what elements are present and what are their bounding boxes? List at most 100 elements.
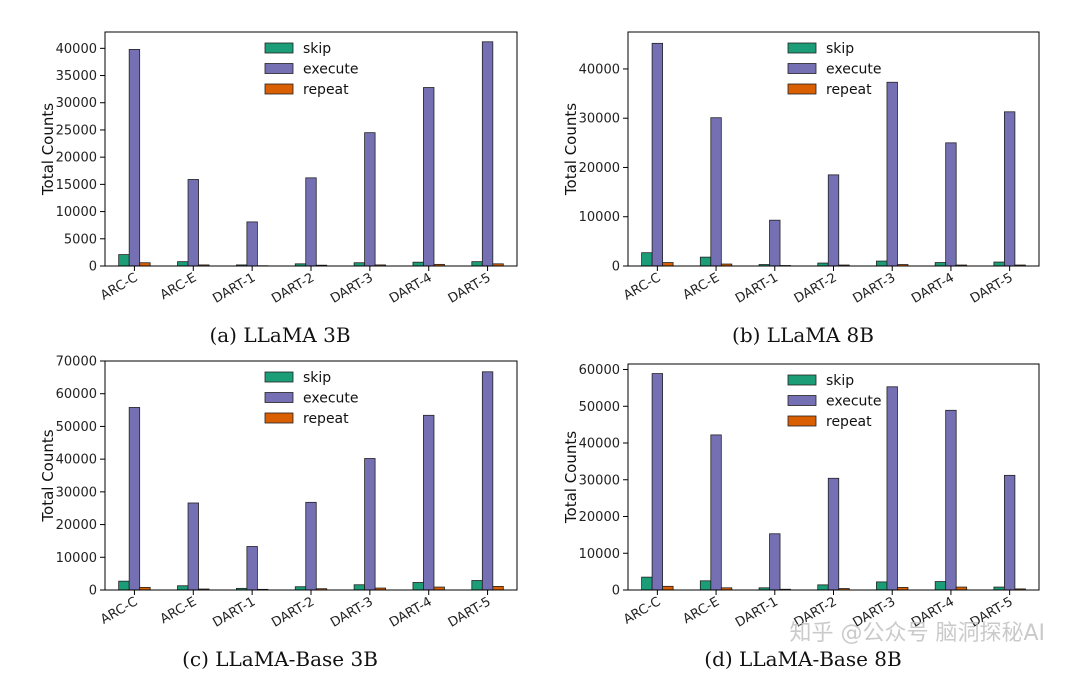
bar-execute-arc-e	[187, 502, 199, 591]
bar-skip-dart-5	[993, 261, 1005, 267]
bar-execute-dart-2	[827, 477, 840, 591]
legend-label-execute: execute	[826, 62, 882, 78]
y-tick-label: 30000	[579, 112, 620, 127]
watermark-text: 知乎 @公众号 脑洞探秘AI	[789, 621, 1045, 646]
x-tick-label: DART-1	[210, 594, 258, 630]
legend-label-repeat: repeat	[303, 82, 349, 98]
y-tick-label: 10000	[579, 210, 620, 225]
legend-label-execute: execute	[303, 62, 359, 78]
x-tick-label: DART-5	[446, 594, 494, 630]
bar-execute-dart-1	[246, 546, 258, 591]
legend-swatch-skip	[787, 42, 817, 54]
legend-swatch-repeat	[787, 415, 817, 427]
legend-swatch-skip	[264, 42, 294, 54]
x-tick-label: ARC-E	[158, 270, 200, 303]
bar-skip-dart-3	[876, 581, 888, 591]
x-tick-label: DART-4	[909, 270, 957, 306]
bar-execute-dart-5	[1003, 474, 1016, 591]
x-tick-label: DART-4	[387, 594, 435, 630]
legend-swatch-execute	[787, 63, 817, 74]
y-tick-label: 35000	[56, 69, 97, 84]
bar-skip-dart-4	[412, 582, 424, 591]
bar-execute-dart-3	[886, 386, 898, 591]
y-axis-label: Total Counts	[39, 429, 57, 522]
y-tick-label: 0	[612, 260, 620, 275]
y-tick-label: 20000	[56, 518, 97, 533]
y-tick-label: 20000	[56, 151, 97, 166]
x-tick-label: DART-5	[446, 270, 494, 306]
y-tick-label: 0	[612, 584, 620, 599]
legend-label-execute: execute	[826, 394, 882, 410]
x-tick-label: ARC-C	[98, 270, 140, 303]
panel-caption: (a) LLaMA 3B	[209, 323, 350, 347]
bar-execute-dart-4	[423, 87, 435, 267]
bar-skip-dart-4	[412, 261, 424, 267]
y-tick-label: 60000	[56, 387, 97, 402]
y-tick-label: 25000	[56, 123, 97, 138]
bar-execute-dart-3	[364, 132, 376, 267]
bar-execute-arc-c	[128, 49, 141, 267]
y-axis-label: Total Counts	[562, 103, 580, 196]
y-axis-label: Total Counts	[562, 431, 580, 524]
bar-skip-arc-c	[641, 576, 653, 591]
y-tick-label: 5000	[64, 232, 97, 247]
bar-execute-dart-3	[886, 81, 898, 267]
x-tick-label: ARC-C	[98, 594, 140, 627]
bar-execute-arc-c	[651, 373, 664, 591]
bar-skip-dart-3	[876, 260, 888, 267]
bar-execute-arc-c	[128, 407, 141, 591]
x-tick-label: ARC-E	[681, 270, 723, 303]
bar-skip-arc-e	[699, 580, 712, 591]
legend-swatch-execute	[264, 392, 294, 403]
x-tick-label: DART-2	[269, 594, 317, 630]
y-tick-label: 40000	[56, 453, 97, 468]
bar-skip-dart-5	[471, 580, 483, 591]
legend-swatch-repeat	[264, 412, 294, 424]
y-tick-label: 40000	[579, 437, 620, 452]
bar-execute-arc-e	[187, 179, 199, 267]
y-tick-label: 30000	[56, 485, 97, 500]
legend-swatch-repeat	[787, 83, 817, 95]
bar-execute-dart-2	[305, 501, 317, 591]
y-tick-label: 30000	[579, 473, 620, 488]
y-tick-label: 10000	[56, 551, 97, 566]
x-tick-label: ARC-C	[621, 594, 663, 627]
x-tick-label: DART-3	[328, 594, 376, 630]
panel-caption: (c) LLaMA-Base 3B	[182, 647, 378, 671]
x-tick-label: ARC-E	[158, 594, 200, 627]
y-tick-label: 60000	[579, 363, 620, 378]
y-tick-label: 10000	[579, 547, 620, 562]
bar-execute-dart-1	[769, 533, 781, 591]
bar-execute-dart-4	[423, 414, 435, 591]
legend-label-skip: skip	[303, 370, 331, 386]
bar-skip-arc-c	[118, 254, 130, 267]
legend-label-repeat: repeat	[826, 82, 872, 98]
panel-caption: (d) LLaMA-Base 8B	[704, 647, 901, 671]
y-tick-label: 0	[89, 584, 97, 599]
y-tick-label: 20000	[579, 510, 620, 525]
bar-skip-dart-3	[353, 584, 366, 591]
bar-execute-dart-2	[827, 174, 840, 267]
legend-label-skip: skip	[826, 373, 854, 389]
y-tick-label: 0	[89, 260, 97, 275]
bar-skip-arc-c	[118, 580, 130, 591]
bar-execute-dart-5	[481, 371, 494, 591]
x-tick-label: DART-1	[733, 270, 781, 306]
legend-swatch-skip	[264, 371, 294, 383]
y-tick-label: 30000	[56, 96, 97, 111]
legend-swatch-repeat	[264, 83, 294, 95]
bar-execute-dart-1	[769, 219, 781, 267]
x-tick-label: DART-1	[210, 270, 258, 306]
y-tick-label: 20000	[579, 161, 620, 176]
bar-execute-arc-c	[651, 42, 664, 267]
y-tick-label: 10000	[56, 205, 97, 220]
bar-skip-dart-4	[934, 581, 947, 591]
legend-label-repeat: repeat	[826, 414, 872, 430]
legend-swatch-execute	[264, 63, 294, 74]
bar-skip-arc-c	[641, 252, 653, 267]
y-tick-label: 15000	[56, 178, 97, 193]
bar-skip-dart-4	[934, 262, 947, 267]
y-tick-label: 40000	[56, 42, 97, 57]
chart-panel-2: 0 10000 20000 30000 40000 ARC-C ARC-E DART-1 DAR…	[562, 31, 1040, 347]
